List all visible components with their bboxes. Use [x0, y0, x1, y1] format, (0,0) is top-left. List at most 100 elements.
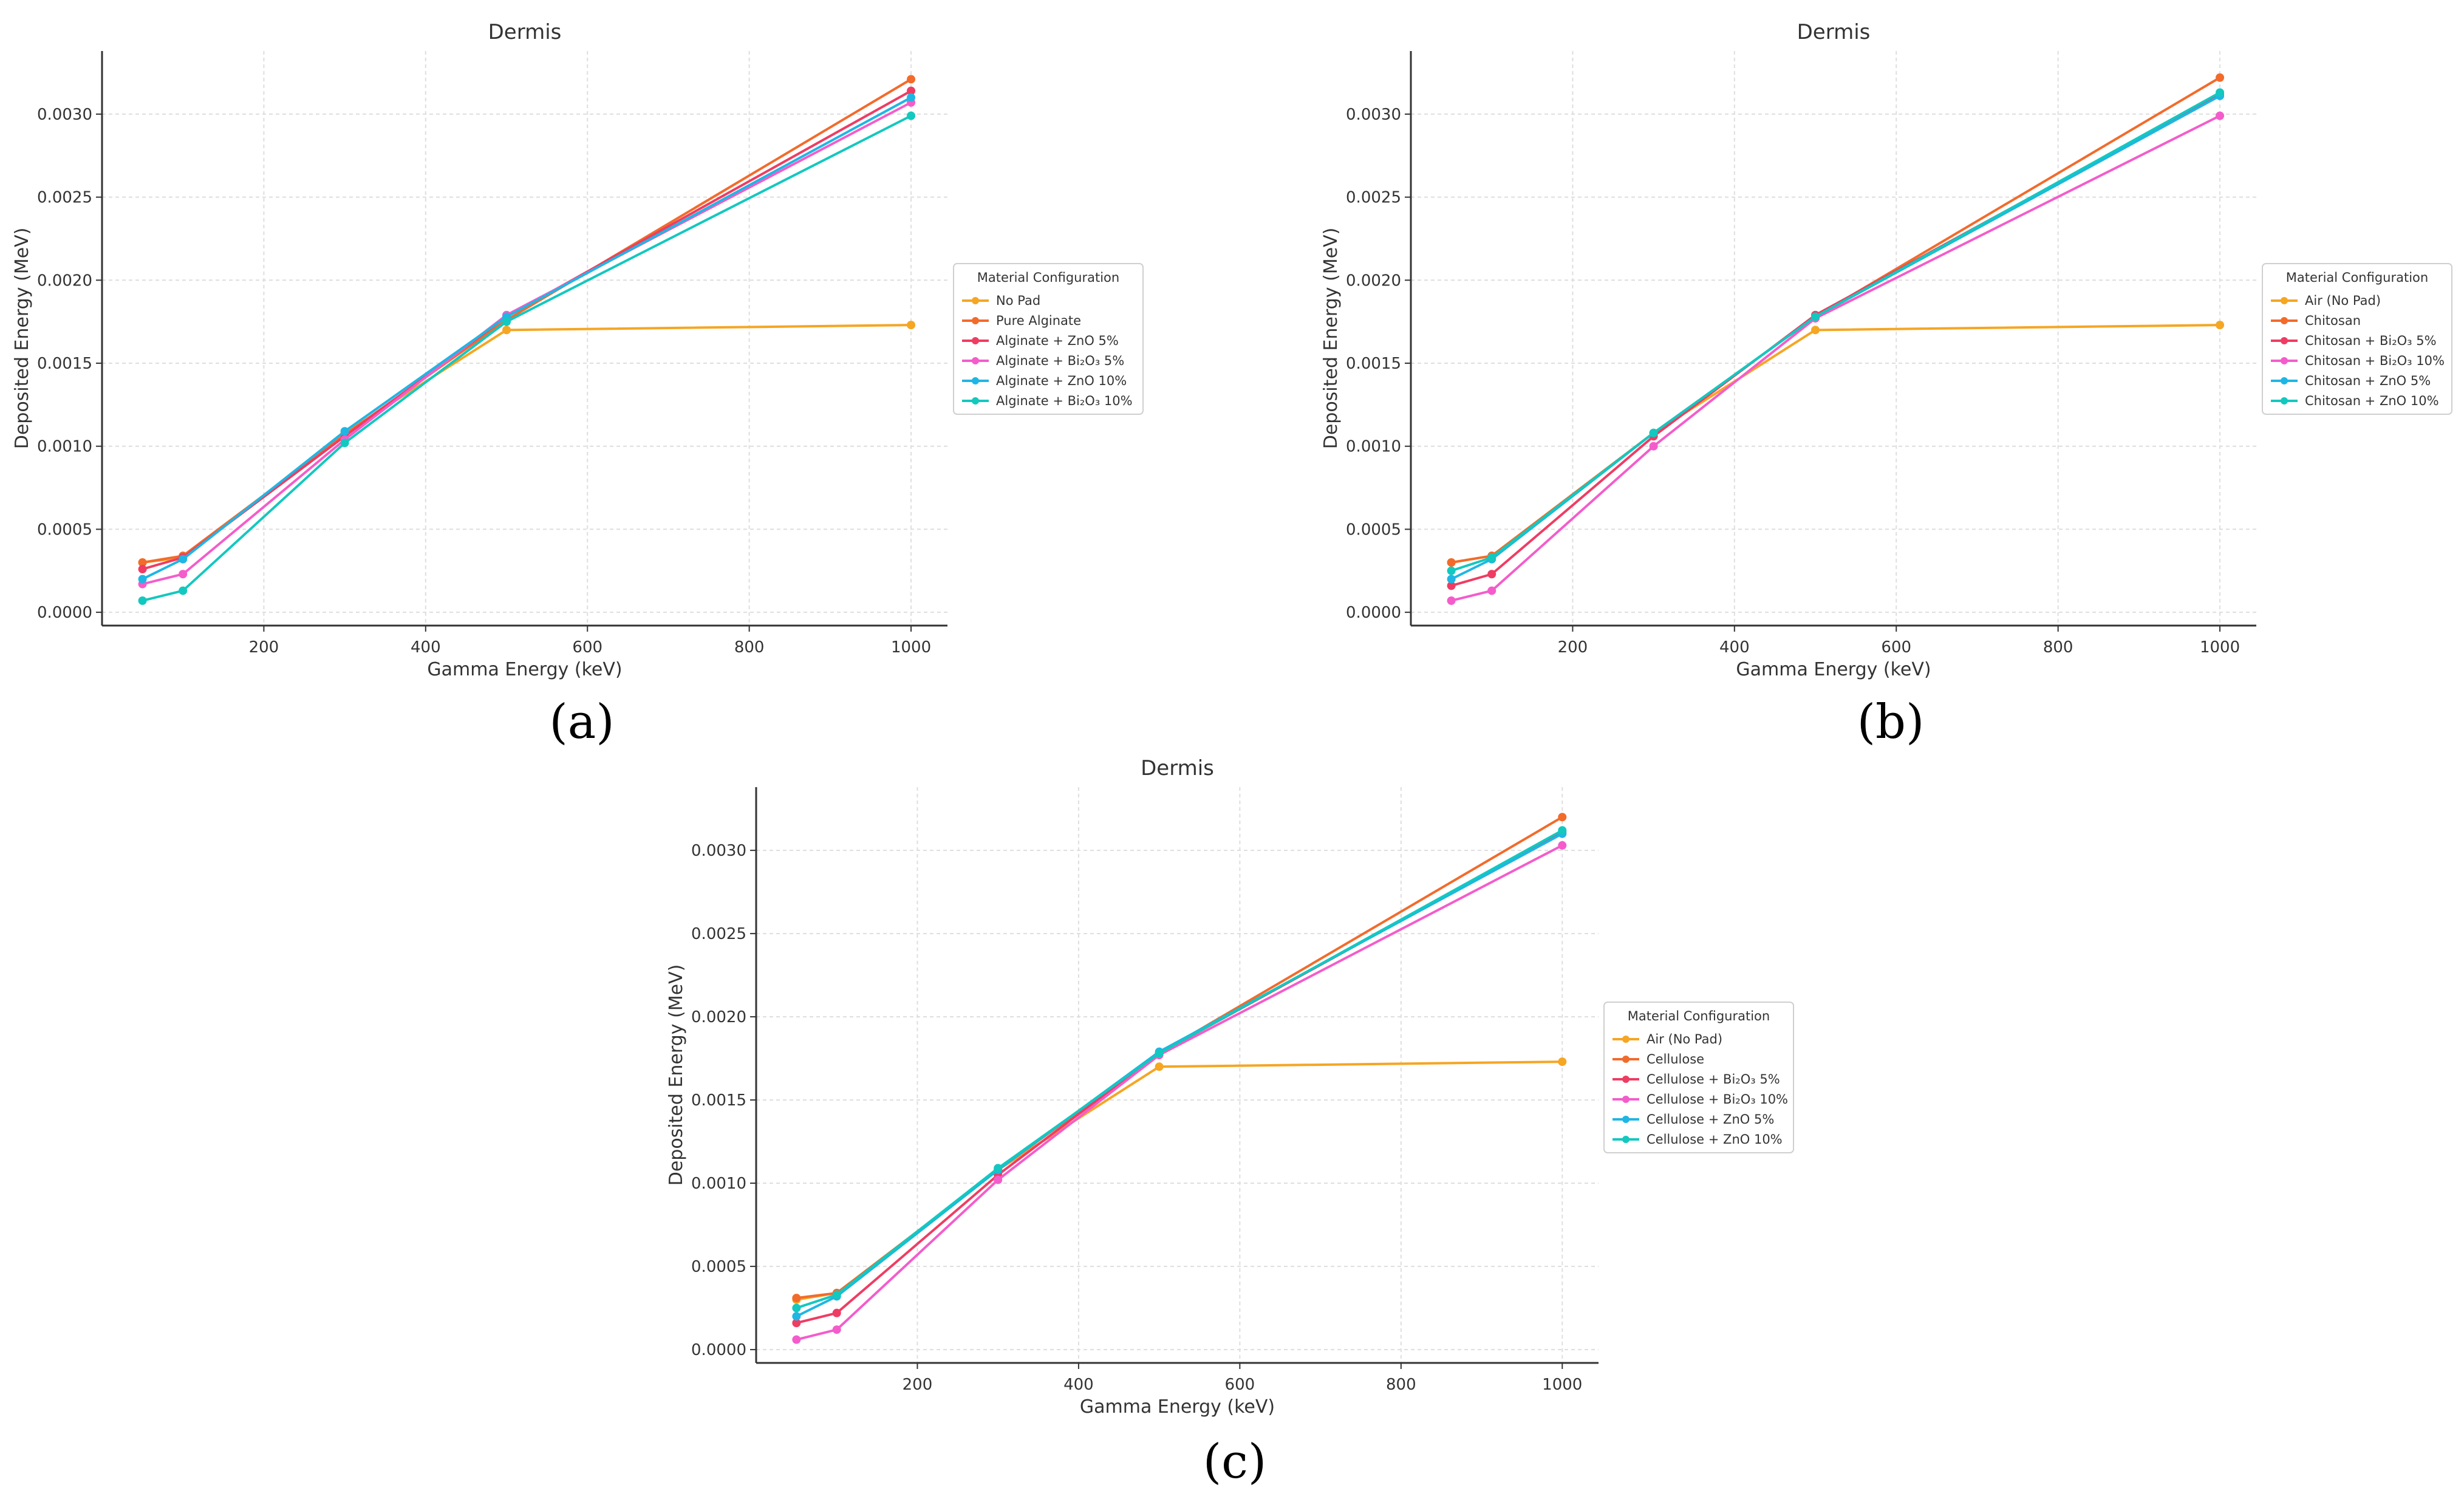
legend-title: Material Configuration	[2286, 270, 2428, 285]
legend-entry: Cellulose + ZnO 10%	[1647, 1132, 1783, 1147]
data-point	[1649, 428, 1658, 437]
x-tick-label: 800	[734, 638, 765, 657]
y-tick-label: 0.0000	[1346, 604, 1401, 622]
legend-title: Material Configuration	[977, 270, 1119, 285]
y-tick-label: 0.0000	[691, 1341, 746, 1359]
legend-box	[1603, 1002, 1794, 1153]
series-line	[796, 829, 1563, 1309]
y-tick-label: 0.0020	[691, 1008, 746, 1026]
y-tick-label: 0.0005	[37, 521, 92, 539]
x-axis-label: Gamma Energy (keV)	[1736, 659, 1931, 680]
series-line	[796, 1060, 1563, 1301]
data-point	[994, 1164, 1003, 1173]
data-point	[1558, 826, 1567, 835]
data-point	[138, 565, 147, 574]
data-point	[2216, 321, 2225, 330]
series-line	[142, 78, 912, 564]
y-tick-label: 0.0010	[691, 1175, 746, 1193]
data-point	[1558, 841, 1567, 850]
y-tick-label: 0.0030	[37, 106, 92, 124]
chart-panel-b: 200 400 600 800 1000 0.0000 0.0005 0.0010 0.0015…	[1320, 20, 2452, 749]
series-line	[142, 114, 912, 602]
series-line	[1450, 95, 2221, 581]
y-tick-label: 0.0015	[691, 1091, 746, 1110]
legend-swatch-marker	[1622, 1056, 1630, 1063]
data-point	[1155, 1049, 1164, 1058]
y-tick-label: 0.0025	[1346, 189, 1401, 207]
legend-swatch-marker	[2281, 357, 2288, 364]
legend-entry: Chitosan + Bi₂O₃ 5%	[2305, 333, 2437, 348]
y-tick-label: 0.0020	[1346, 271, 1401, 290]
y-axis-label: Deposited Energy (MeV)	[666, 964, 687, 1186]
data-point	[907, 321, 916, 330]
data-point	[1447, 581, 1456, 590]
data-point	[179, 555, 188, 564]
y-tick-label: 0.0030	[1346, 106, 1401, 124]
legend-swatch-marker	[1622, 1036, 1630, 1043]
x-tick-label: 200	[1558, 638, 1588, 657]
data-point	[138, 596, 147, 605]
y-tick-label: 0.0015	[1346, 355, 1401, 373]
legend-entry: Cellulose + Bi₂O₃ 5%	[1647, 1072, 1780, 1087]
data-point	[1811, 326, 1820, 335]
series-line	[1451, 114, 2220, 602]
legend-swatch-marker	[1622, 1076, 1630, 1083]
series-line	[1451, 93, 2221, 587]
series-line	[1451, 77, 2221, 564]
legend-entry: Chitosan + ZnO 10%	[2305, 394, 2439, 408]
data-point	[792, 1303, 801, 1313]
legend-entry: Cellulose + Bi₂O₃ 10%	[1647, 1092, 1788, 1107]
data-point	[1155, 1062, 1164, 1071]
legend-entry: Chitosan + ZnO 5%	[2305, 374, 2431, 388]
data-point	[502, 317, 511, 326]
chart-panel-a: 200 400 600 800 1000 0.0000 0.0005 0.0010 0.0015…	[12, 20, 1144, 749]
panel-label: (a)	[549, 695, 614, 749]
y-tick-label: 0.0000	[37, 604, 92, 622]
x-axis-label: Gamma Energy (keV)	[427, 659, 622, 680]
data-point	[1487, 553, 1496, 562]
series-line	[796, 844, 1563, 1341]
legend-entry: Air (No Pad)	[2305, 293, 2381, 308]
y-axis-label: Deposited Energy (MeV)	[1320, 228, 1342, 449]
series-line	[1451, 324, 2220, 564]
x-tick-label: 800	[2043, 638, 2073, 657]
x-tick-label: 1000	[891, 638, 931, 657]
legend-swatch-marker	[972, 397, 979, 405]
legend-swatch-marker	[972, 377, 979, 384]
data-point	[907, 86, 916, 95]
y-tick-label: 0.0015	[37, 355, 92, 373]
legend-box	[2262, 263, 2452, 415]
chart-title: Dermis	[1797, 20, 1871, 44]
data-point	[502, 326, 511, 335]
legend-box	[953, 263, 1144, 415]
data-point	[832, 1325, 841, 1334]
data-point	[907, 93, 916, 102]
data-point	[179, 570, 188, 579]
legend-entry: Alginate + ZnO 10%	[996, 374, 1127, 388]
data-point	[792, 1312, 801, 1321]
data-point	[1487, 570, 1496, 579]
data-point	[907, 111, 916, 120]
x-tick-label: 200	[903, 1376, 933, 1394]
legend-title: Material Configuration	[1628, 1009, 1770, 1023]
data-point	[1811, 312, 1820, 321]
data-point	[2216, 111, 2225, 120]
chart-title: Dermis	[1141, 756, 1214, 780]
x-tick-label: 400	[1063, 1376, 1094, 1394]
legend-swatch-marker	[972, 357, 979, 364]
y-axis-label: Deposited Energy (MeV)	[12, 228, 33, 449]
data-point	[1558, 813, 1567, 822]
legend-swatch-marker	[972, 297, 979, 304]
panel-label: (c)	[1203, 1435, 1267, 1489]
legend-entry: Alginate + Bi₂O₃ 5%	[996, 353, 1124, 368]
legend-entry: Alginate + ZnO 5%	[996, 333, 1119, 348]
legend-swatch-marker	[1622, 1096, 1630, 1103]
legend-entry: Alginate + Bi₂O₃ 10%	[996, 394, 1133, 408]
y-tick-label: 0.0020	[37, 271, 92, 290]
x-tick-label: 400	[411, 638, 441, 657]
y-tick-label: 0.0010	[37, 438, 92, 456]
y-tick-label: 0.0030	[691, 842, 746, 860]
y-tick-label: 0.0025	[691, 925, 746, 943]
x-tick-label: 1000	[1542, 1376, 1582, 1394]
legend-entry: Cellulose	[1647, 1052, 1704, 1067]
